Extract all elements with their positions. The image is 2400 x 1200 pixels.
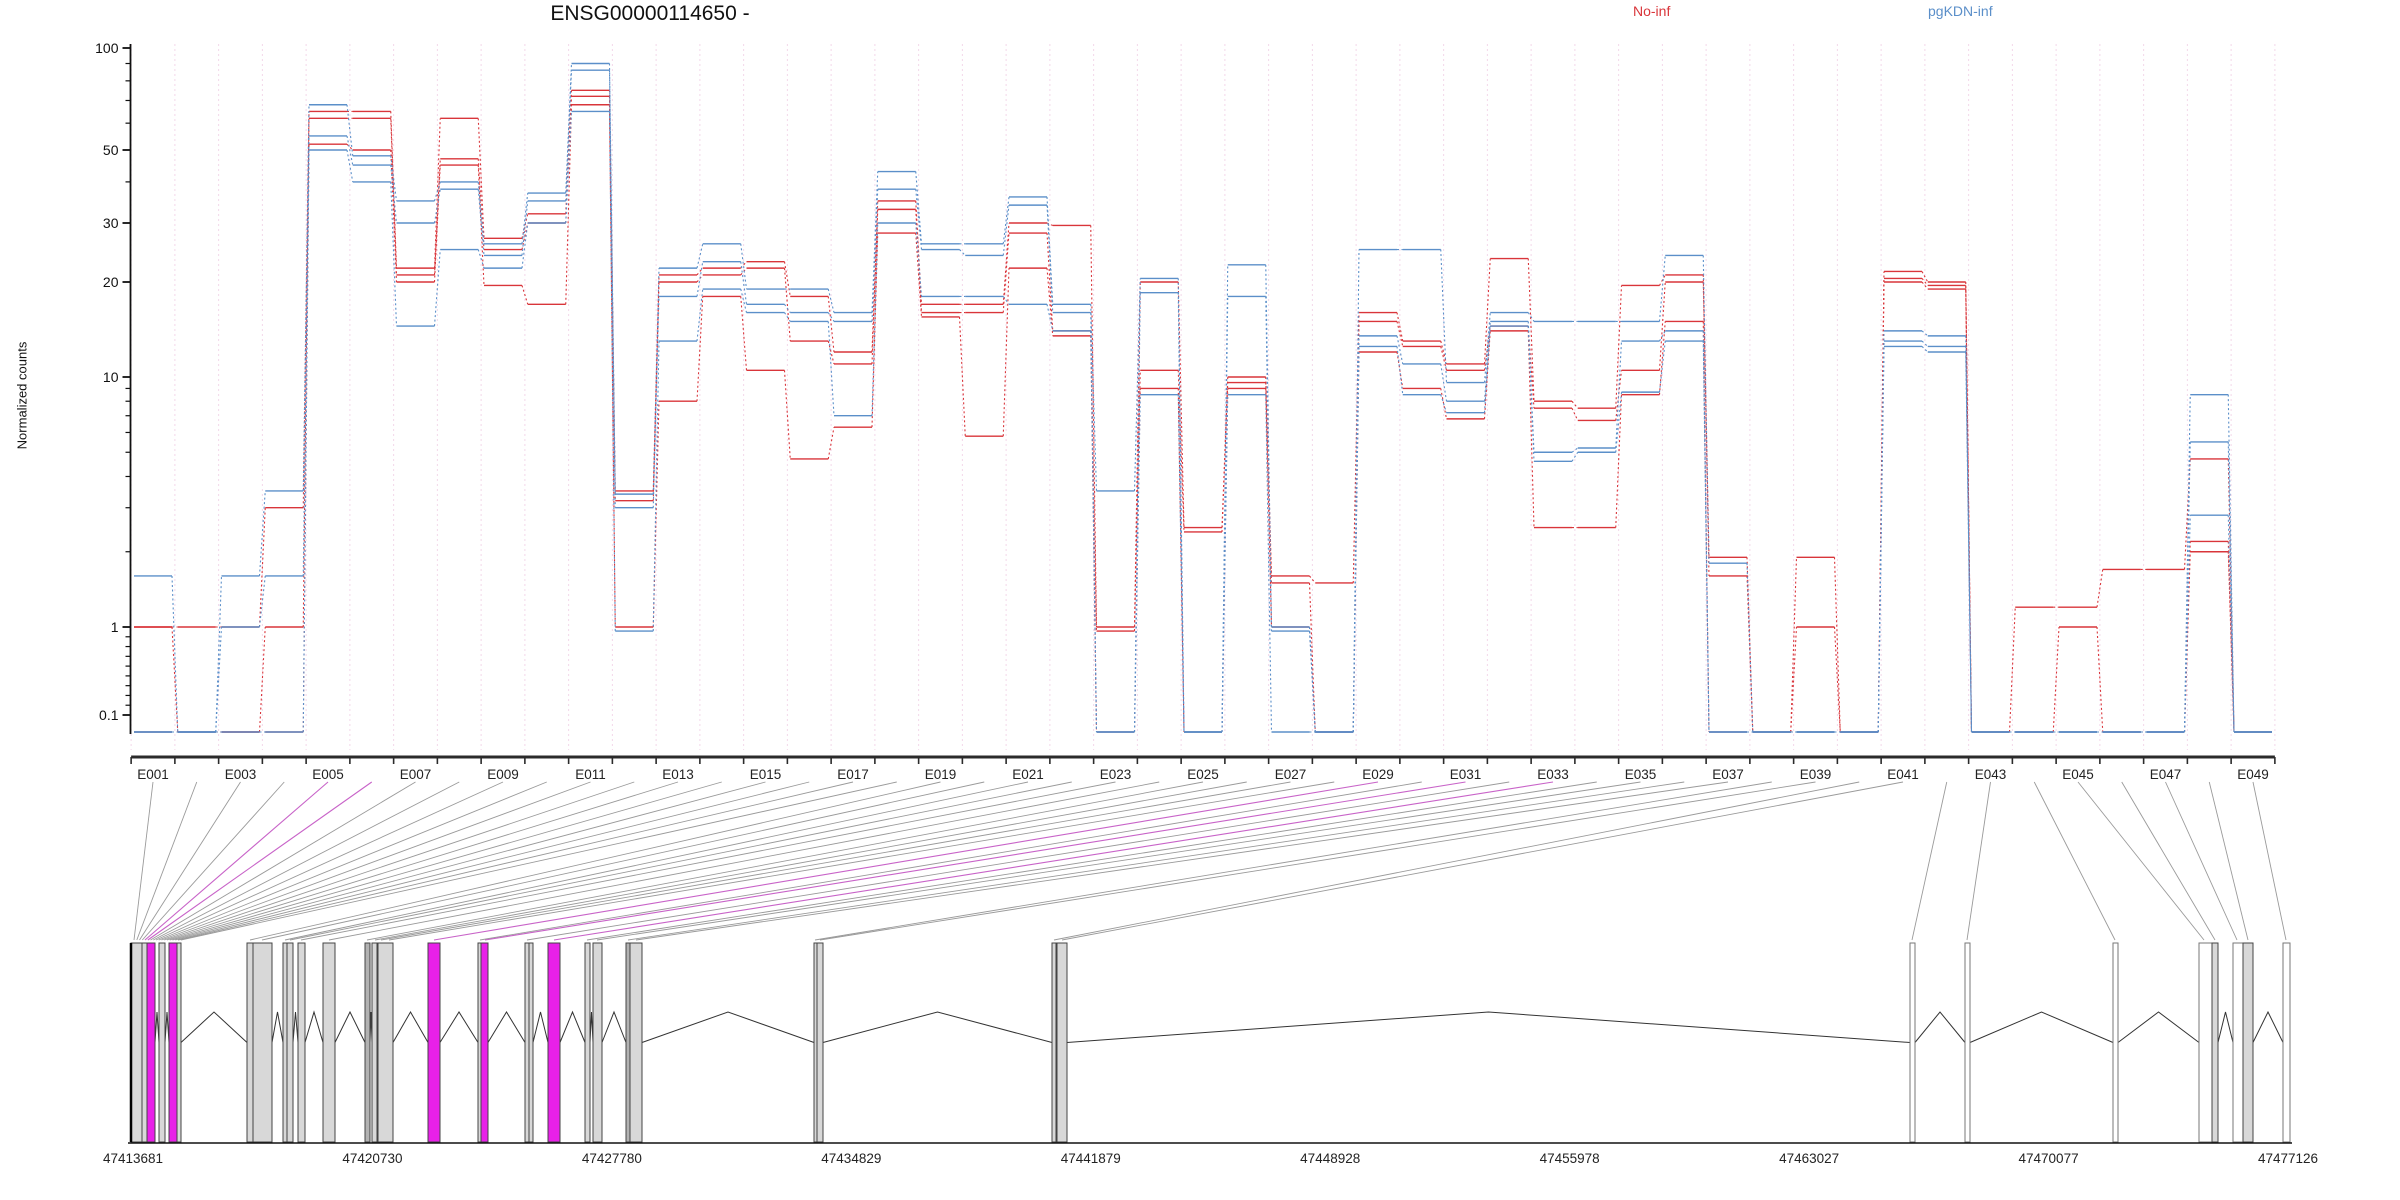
genome-axis: 47413681 47420730 47427780 47434829 47441879… <box>103 1142 2318 1166</box>
svg-text:E013: E013 <box>662 767 694 782</box>
plot-gridlines <box>130 44 2276 750</box>
svg-text:E005: E005 <box>312 767 344 782</box>
bin-axis: E001 E003 E005 E007 E009 E011 E013 E015 E017 E019… <box>130 755 2276 782</box>
svg-text:47463027: 47463027 <box>1779 1151 1839 1166</box>
legend-pgkdn-inf[interactable]: pgKDN-inf <box>1928 3 1993 19</box>
y-axis: 100 50 30 20 10 1 0.1 <box>95 40 132 734</box>
svg-text:47420730: 47420730 <box>342 1151 402 1166</box>
svg-text:47434829: 47434829 <box>821 1151 881 1166</box>
svg-text:47448928: 47448928 <box>1300 1151 1360 1166</box>
svg-text:E021: E021 <box>1012 767 1044 782</box>
svg-text:E033: E033 <box>1537 767 1569 782</box>
svg-text:E001: E001 <box>137 767 169 782</box>
svg-text:47470077: 47470077 <box>2019 1151 2079 1166</box>
svg-text:47455978: 47455978 <box>1540 1151 1600 1166</box>
svg-text:E049: E049 <box>2237 767 2269 782</box>
svg-text:E003: E003 <box>225 767 257 782</box>
svg-text:E041: E041 <box>1887 767 1919 782</box>
svg-text:E009: E009 <box>487 767 519 782</box>
svg-text:E025: E025 <box>1187 767 1219 782</box>
svg-text:E011: E011 <box>575 767 606 782</box>
svg-text:E015: E015 <box>750 767 782 782</box>
svg-text:E017: E017 <box>837 767 869 782</box>
svg-text:47477126: 47477126 <box>2258 1151 2318 1166</box>
svg-text:47441879: 47441879 <box>1061 1151 1121 1166</box>
gene-model <box>129 942 2291 1143</box>
legend-no-inf[interactable]: No-inf <box>1633 3 1671 19</box>
svg-text:E035: E035 <box>1625 767 1657 782</box>
svg-text:E027: E027 <box>1275 767 1307 782</box>
svg-text:E031: E031 <box>1450 767 1482 782</box>
fan-lines <box>133 781 2287 941</box>
svg-text:1: 1 <box>111 619 119 635</box>
svg-text:E045: E045 <box>2062 767 2094 782</box>
svg-text:10: 10 <box>103 369 119 385</box>
svg-text:E039: E039 <box>1800 767 1832 782</box>
svg-text:47427780: 47427780 <box>582 1151 642 1166</box>
svg-text:100: 100 <box>95 40 119 56</box>
svg-text:50: 50 <box>103 142 119 158</box>
svg-text:E043: E043 <box>1975 767 2007 782</box>
svg-text:0.1: 0.1 <box>99 707 119 723</box>
svg-text:E007: E007 <box>400 767 432 782</box>
svg-text:E047: E047 <box>2150 767 2182 782</box>
svg-text:30: 30 <box>103 215 119 231</box>
svg-text:E019: E019 <box>925 767 957 782</box>
page-title: ENSG00000114650 - <box>550 2 750 25</box>
svg-text:20: 20 <box>103 274 119 290</box>
svg-text:E029: E029 <box>1362 767 1394 782</box>
series-lines <box>134 62 2272 733</box>
svg-text:E023: E023 <box>1100 767 1132 782</box>
svg-text:E037: E037 <box>1712 767 1744 782</box>
svg-text:47413681: 47413681 <box>103 1151 163 1166</box>
